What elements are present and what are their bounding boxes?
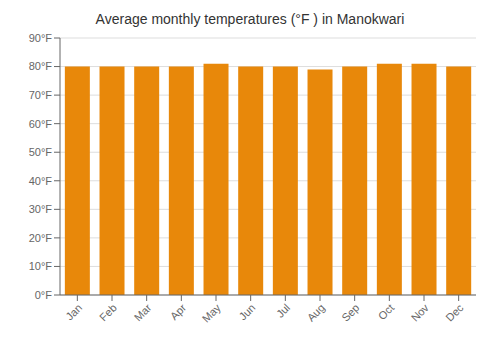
svg-text:Nov: Nov — [409, 301, 432, 324]
svg-text:Jun: Jun — [237, 301, 258, 322]
svg-text:60°F: 60°F — [29, 118, 53, 130]
svg-text:70°F: 70°F — [29, 89, 53, 101]
svg-text:Mar: Mar — [132, 301, 154, 323]
svg-text:Dec: Dec — [443, 301, 466, 324]
svg-text:May: May — [200, 301, 224, 325]
svg-text:Jul: Jul — [274, 301, 292, 319]
svg-text:30°F: 30°F — [29, 203, 53, 215]
svg-text:Sep: Sep — [339, 301, 361, 323]
svg-text:80°F: 80°F — [29, 60, 53, 72]
svg-text:20°F: 20°F — [29, 232, 53, 244]
html-text:Average monthly temperatures (: Average monthly temperatures (°F ) in Ma… — [95, 11, 405, 27]
svg-text:Apr: Apr — [168, 301, 189, 322]
svg-text:50°F: 50°F — [29, 146, 53, 158]
svg-text:Oct: Oct — [376, 301, 397, 322]
svg-text:40°F: 40°F — [29, 175, 53, 187]
svg-text:0°F: 0°F — [35, 289, 53, 301]
svg-text:Jan: Jan — [63, 301, 84, 322]
svg-text:Feb: Feb — [97, 301, 119, 323]
svg-text:10°F: 10°F — [29, 260, 53, 272]
svg-text:Aug: Aug — [305, 301, 327, 323]
svg-text:90°F: 90°F — [29, 32, 53, 44]
